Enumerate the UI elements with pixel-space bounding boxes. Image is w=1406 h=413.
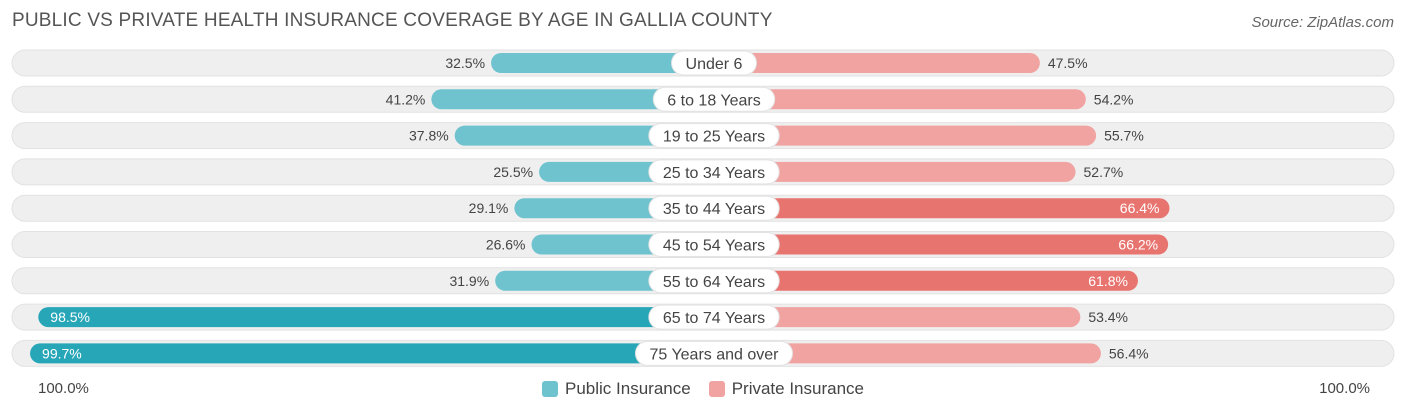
category-pill bbox=[648, 232, 780, 257]
axis-left-label: 100.0% bbox=[38, 380, 89, 397]
legend-item-private[interactable]: Private Insurance bbox=[708, 378, 864, 400]
public-value-label: 25.5% bbox=[493, 164, 533, 180]
category-label: 55 to 64 Years bbox=[663, 274, 765, 291]
private-value-label: 52.7% bbox=[1084, 164, 1124, 180]
public-value-label: 98.5% bbox=[50, 309, 90, 325]
category-label: 25 to 34 Years bbox=[663, 165, 765, 182]
private-bar bbox=[714, 161, 1076, 182]
category-label: 75 Years and over bbox=[650, 346, 780, 363]
legend-label-public: Public Insurance bbox=[565, 379, 691, 398]
public-bar bbox=[431, 89, 714, 110]
public-value-label: 41.2% bbox=[386, 91, 426, 107]
private-bar bbox=[714, 89, 1086, 110]
category-label: 45 to 54 Years bbox=[663, 238, 765, 255]
category-label: 19 to 25 Years bbox=[663, 129, 765, 146]
category-label: 65 to 74 Years bbox=[663, 310, 765, 327]
category-label: 6 to 18 Years bbox=[667, 92, 760, 109]
legend-label-private: Private Insurance bbox=[731, 379, 864, 398]
private-bar bbox=[714, 234, 1169, 255]
public-value-label: 31.9% bbox=[449, 273, 489, 289]
legend: Public Insurance Private Insurance bbox=[0, 378, 1406, 400]
private-value-label: 66.4% bbox=[1120, 200, 1160, 216]
public-value-label: 37.8% bbox=[409, 128, 449, 144]
legend-swatch-private bbox=[708, 381, 725, 397]
category-pill bbox=[648, 123, 780, 149]
private-bar bbox=[714, 198, 1170, 219]
private-value-label: 66.2% bbox=[1118, 237, 1158, 253]
category-label: Under 6 bbox=[686, 56, 743, 73]
public-bar bbox=[38, 307, 715, 328]
private-value-label: 55.7% bbox=[1104, 128, 1144, 144]
category-pill bbox=[648, 159, 780, 185]
axis-right-label: 100.0% bbox=[1319, 380, 1370, 397]
private-bar bbox=[714, 53, 1040, 73]
category-pill bbox=[671, 50, 757, 76]
chart-title: PUBLIC VS PRIVATE HEALTH INSURANCE COVER… bbox=[12, 10, 773, 31]
private-bar bbox=[714, 307, 1081, 328]
private-bar bbox=[714, 270, 1138, 291]
legend-item-public[interactable]: Public Insurance bbox=[542, 378, 691, 400]
public-value-label: 99.7% bbox=[42, 345, 82, 361]
private-value-label: 61.8% bbox=[1088, 273, 1128, 289]
public-bar bbox=[454, 125, 714, 146]
category-pill bbox=[635, 340, 793, 366]
private-value-label: 47.5% bbox=[1048, 55, 1088, 71]
source-label: Source: ZipAtlas.com bbox=[1251, 14, 1394, 31]
private-bar bbox=[714, 343, 1101, 364]
private-value-label: 53.4% bbox=[1088, 309, 1128, 325]
category-pill bbox=[648, 268, 780, 294]
category-pill bbox=[648, 304, 780, 330]
public-value-label: 32.5% bbox=[445, 55, 485, 71]
private-value-label: 54.2% bbox=[1094, 91, 1134, 107]
category-label: 35 to 44 Years bbox=[663, 201, 765, 218]
private-value-label: 56.4% bbox=[1109, 345, 1149, 361]
category-pill bbox=[652, 86, 776, 112]
legend-swatch-public bbox=[542, 381, 558, 397]
private-bar bbox=[714, 125, 1097, 146]
public-value-label: 26.6% bbox=[486, 237, 526, 253]
public-bar bbox=[30, 343, 715, 364]
category-pill bbox=[648, 195, 780, 221]
public-value-label: 29.1% bbox=[469, 200, 509, 216]
public-bar bbox=[491, 53, 714, 73]
